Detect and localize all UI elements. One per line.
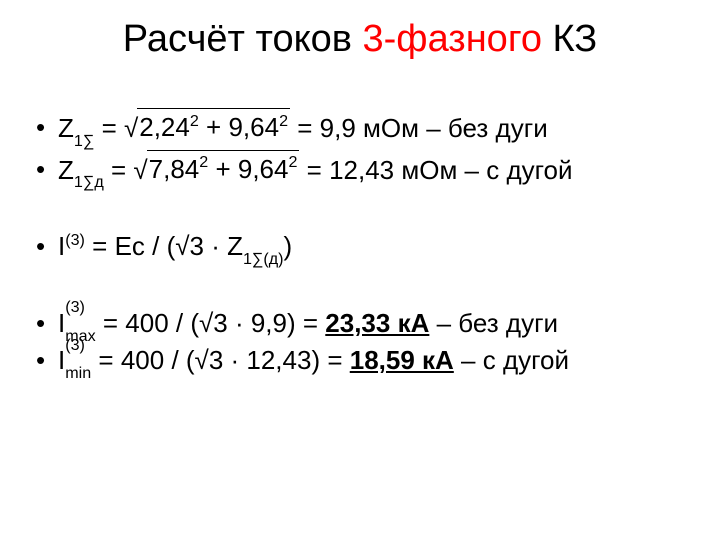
imin-eq1: = 400 / (√3 · 12,43) = [91,345,350,375]
z1-plus: + [199,112,229,142]
z1-rad-b: 9,64 [228,112,279,142]
imax-sup: (3) [65,296,85,319]
title-accent: 3-фазного [363,18,542,60]
z1-rad-a: 2,24 [139,112,190,142]
i3-sub: 1∑(д) [243,250,284,268]
line-z1: Z1∑ = √2,242 + 9,642 = 9,9 мОм – без дуг… [32,109,692,151]
z1d-exp-a: 2 [199,153,208,171]
z1d-exp-b: 2 [288,153,297,171]
imin-subsup: min(3) [65,342,91,380]
slide: Расчёт токов 3-фазного КЗ Z1∑ = √2,242 +… [0,0,720,540]
z1-eq2: = 9,9 мОм – без дуги [290,113,548,143]
z1-exp-a: 2 [190,112,199,130]
imin-sup: (3) [65,334,85,357]
z1-exp-b: 2 [279,112,288,130]
imin-val: 18,59 кА [350,345,454,375]
z1-sub: 1∑ [74,132,94,150]
imin-sub: min [65,364,91,382]
imin-tail: – с дугой [454,345,569,375]
imax-val: 23,33 кА [325,308,429,338]
z1-sym: Z [58,113,74,143]
z1d-sub: 1∑д [74,173,104,191]
z1-radical: 2,242 + 9,642 [138,109,290,148]
z1-radicand: 2,242 + 9,642 [137,108,290,147]
z1-eq1: = √ [94,113,138,143]
title-part1: Расчёт токов [123,18,363,60]
line-z1d: Z1∑д = √7,842 + 9,642 = 12,43 мОм – с ду… [32,151,692,193]
i3-close: ) [284,231,293,261]
imax-tail: – без дуги [429,308,558,338]
z1d-plus: + [208,154,238,184]
z1d-rad-b: 9,64 [238,154,289,184]
z1d-radicand: 7,842 + 9,642 [147,150,300,189]
body-list: Z1∑ = √2,242 + 9,642 = 9,9 мОм – без дуг… [32,109,692,380]
z1d-eq1: = √ [104,155,148,185]
imax-eq1: = 400 / (√3 · 9,9) = [96,308,326,338]
i3-sup: (3) [65,231,85,249]
line-imax: Imax(3) = 400 / (√3 · 9,9) = 23,33 кА – … [32,305,692,343]
z1d-eq2: = 12,43 мОм – с дугой [299,155,572,185]
z1d-radical: 7,842 + 9,642 [148,151,300,190]
z1d-rad-a: 7,84 [149,154,200,184]
line-i3: I(3) = Ec / (√3 · Z1∑(д)) [32,228,692,269]
line-imin: Imin(3) = 400 / (√3 · 12,43) = 18,59 кА … [32,342,692,380]
title-part2: КЗ [542,18,597,60]
i3-eq1: = Ec / (√3 · Z [85,231,243,261]
slide-title: Расчёт токов 3-фазного КЗ [28,18,692,61]
z1d-sym: Z [58,155,74,185]
